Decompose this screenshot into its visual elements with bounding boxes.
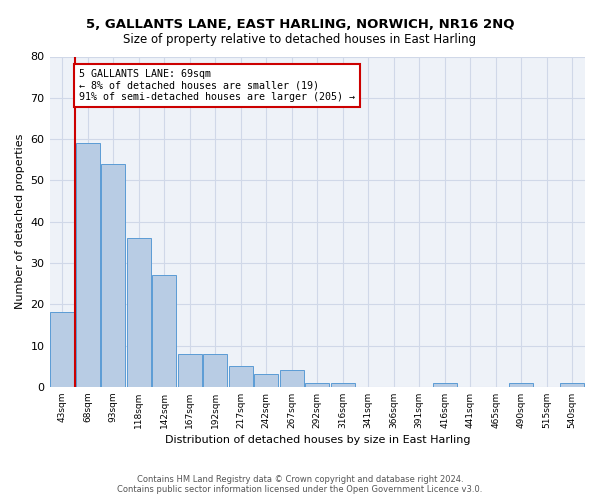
Bar	[331, 382, 355, 387]
Bar	[254, 374, 278, 387]
Bar	[280, 370, 304, 387]
Bar	[509, 382, 533, 387]
Bar	[305, 382, 329, 387]
Bar	[433, 382, 457, 387]
Y-axis label: Number of detached properties: Number of detached properties	[15, 134, 25, 310]
Bar	[50, 312, 74, 387]
Bar	[560, 382, 584, 387]
Bar	[76, 143, 100, 387]
Bar	[152, 276, 176, 387]
Bar	[127, 238, 151, 387]
Text: Contains HM Land Registry data © Crown copyright and database right 2024.
Contai: Contains HM Land Registry data © Crown c…	[118, 474, 482, 494]
Bar	[101, 164, 125, 387]
Text: 5 GALLANTS LANE: 69sqm
← 8% of detached houses are smaller (19)
91% of semi-deta: 5 GALLANTS LANE: 69sqm ← 8% of detached …	[79, 69, 355, 102]
Bar	[229, 366, 253, 387]
Text: 5, GALLANTS LANE, EAST HARLING, NORWICH, NR16 2NQ: 5, GALLANTS LANE, EAST HARLING, NORWICH,…	[86, 18, 514, 30]
Bar	[203, 354, 227, 387]
Bar	[178, 354, 202, 387]
X-axis label: Distribution of detached houses by size in East Harling: Distribution of detached houses by size …	[164, 435, 470, 445]
Text: Size of property relative to detached houses in East Harling: Size of property relative to detached ho…	[124, 32, 476, 46]
